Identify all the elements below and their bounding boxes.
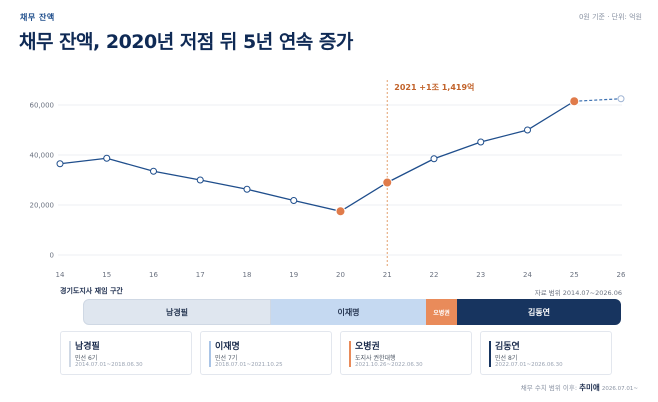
data-point <box>290 197 298 204</box>
tenure-bar-lee: 이재명 <box>271 299 426 325</box>
governor-period: 2022.07.01~2026.06.30 <box>495 362 563 368</box>
governor-role: 도지사 권한대행 <box>355 355 396 362</box>
data-point <box>150 167 157 175</box>
footer-date: 2026.07.01~ <box>601 386 638 392</box>
chart-tag: 채무 잔액 <box>20 13 55 22</box>
x-tick-label: 19 <box>289 271 298 279</box>
x-tick-label: 23 <box>476 271 485 279</box>
chart-title: 채무 잔액, 2020년 저점 뒤 5년 연속 증가 <box>19 31 353 53</box>
projected-line <box>574 98 622 102</box>
y-axis-ticks: 60,000 40,000 20,000 0 <box>30 102 55 260</box>
governor-role: 민선 6기 <box>75 355 98 362</box>
data-point <box>524 126 531 134</box>
card-accent <box>69 341 71 367</box>
data-point <box>103 154 111 162</box>
governor-role: 민선 7기 <box>215 355 238 362</box>
series-line <box>59 100 575 212</box>
governor-name: 이재명 <box>215 342 240 352</box>
footer-prefix: 채무 수치 범위 이후: <box>520 384 578 392</box>
highlight-point <box>382 177 393 188</box>
x-tick-label: 14 <box>56 271 65 279</box>
series-points <box>56 95 625 217</box>
gridlines <box>58 104 622 256</box>
annotation-group: 2021 +1조 1,419억 <box>386 80 474 266</box>
governor-period: 2021.10.26~2022.06.30 <box>355 362 423 368</box>
data-point <box>477 138 485 146</box>
data-point <box>617 95 625 103</box>
series-lines <box>59 98 622 212</box>
x-tick-label: 15 <box>102 271 111 279</box>
x-tick-label: 24 <box>523 271 532 279</box>
data-point <box>196 176 204 184</box>
x-tick-label: 18 <box>243 271 252 279</box>
x-tick-label: 16 <box>149 271 158 279</box>
y-tick-label: 0 <box>50 252 54 260</box>
y-tick-label: 40,000 <box>30 152 55 160</box>
governor-period: 2018.07.01~2021.10.25 <box>215 362 283 368</box>
card-accent <box>209 341 211 367</box>
governor-period: 2014.07.01~2018.06.30 <box>75 362 143 368</box>
governor-section-title: 경기도지사 재임 구간 <box>60 287 123 295</box>
highlight-point <box>569 96 580 107</box>
tenure-bar-nam: 남경필 <box>83 299 271 325</box>
data-range-note: 자료 범위 2014.07~2026.06 <box>534 289 622 297</box>
footer-name: 추미애 <box>579 383 600 392</box>
x-tick-label: 17 <box>196 271 205 279</box>
data-point <box>56 160 64 168</box>
x-axis-ticks: 14 15 16 17 18 19 20 21 22 23 24 25 26 <box>56 271 626 279</box>
governor-card-nam: 남경필 민선 6기 2014.07.01~2018.06.30 <box>60 331 192 375</box>
governor-name: 남경필 <box>75 342 100 352</box>
card-accent <box>349 341 351 367</box>
tenure-bar-oh: 오병권 <box>426 299 457 325</box>
governor-name: 오병권 <box>355 342 380 352</box>
governor-card-kim: 김동연 민선 8기 2022.07.01~2026.06.30 <box>480 331 612 375</box>
y-tick-label: 20,000 <box>30 202 55 210</box>
x-tick-label: 22 <box>430 271 439 279</box>
debt-line-chart: 60,000 40,000 20,000 0 14 15 16 17 18 19 20 21 22 23… <box>30 80 626 279</box>
governor-name: 김동연 <box>495 342 520 352</box>
x-tick-label: 25 <box>570 271 579 279</box>
annotation-label: 2021 +1조 1,419억 <box>394 82 474 92</box>
x-tick-label: 21 <box>383 271 392 279</box>
governor-card-oh: 오병권 도지사 권한대행 2021.10.26~2022.06.30 <box>340 331 472 375</box>
footer-note: 채무 수치 범위 이후: 추미애 2026.07.01~ <box>521 382 638 393</box>
x-tick-label: 26 <box>617 271 626 279</box>
x-tick-label: 20 <box>336 271 345 279</box>
governor-card-lee: 이재명 민선 7기 2018.07.01~2021.10.25 <box>200 331 332 375</box>
y-tick-label: 60,000 <box>30 102 55 110</box>
data-point <box>243 185 251 193</box>
unit-note: 0원 기준 · 단위: 억원 <box>578 13 642 21</box>
data-point <box>430 155 438 163</box>
tenure-bar-kim: 김동연 <box>457 299 621 325</box>
card-accent <box>489 341 491 367</box>
highlight-point <box>335 206 346 217</box>
governor-role: 민선 8기 <box>495 355 518 362</box>
